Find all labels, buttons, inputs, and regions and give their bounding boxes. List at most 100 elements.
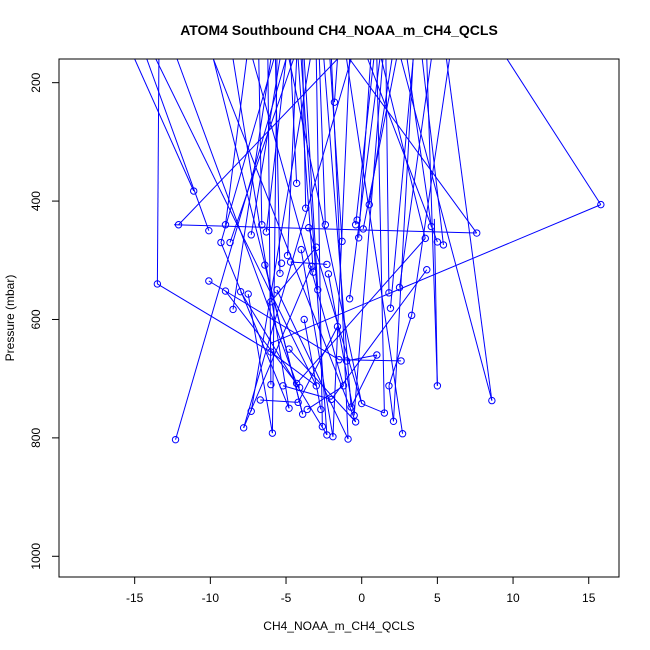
series-segment bbox=[297, 326, 338, 403]
data-point bbox=[286, 258, 295, 266]
data-point bbox=[407, 311, 416, 320]
x-tick-label: 10 bbox=[506, 591, 520, 605]
series-segment bbox=[274, 59, 281, 274]
series-segment bbox=[265, 59, 287, 232]
data-point bbox=[354, 234, 363, 242]
data-point bbox=[335, 356, 343, 364]
x-tick-label: -10 bbox=[202, 591, 220, 605]
data-point bbox=[358, 399, 366, 408]
data-point bbox=[153, 280, 162, 288]
data-point bbox=[217, 238, 225, 247]
series-segment bbox=[264, 264, 304, 415]
series-segment bbox=[220, 242, 290, 409]
data-point bbox=[294, 398, 302, 407]
data-point bbox=[267, 348, 275, 356]
series-segment bbox=[445, 59, 493, 401]
data-point bbox=[226, 238, 234, 247]
data-point bbox=[221, 287, 230, 295]
series-segment bbox=[267, 59, 272, 385]
data-point bbox=[386, 304, 395, 312]
series-segment bbox=[333, 59, 338, 103]
x-tick-label: -15 bbox=[126, 591, 144, 605]
series-segment bbox=[175, 59, 287, 440]
series-segment bbox=[288, 59, 363, 404]
data-point bbox=[309, 268, 317, 276]
data-point bbox=[273, 286, 281, 294]
series-segment bbox=[243, 266, 313, 429]
data-point bbox=[473, 229, 481, 237]
data-point bbox=[295, 383, 304, 392]
x-tick-label: 0 bbox=[358, 591, 365, 605]
series-segment bbox=[212, 59, 357, 423]
data-point bbox=[236, 287, 245, 296]
data-point bbox=[312, 382, 320, 390]
data-point bbox=[395, 283, 404, 292]
y-tick-label: 800 bbox=[29, 428, 43, 448]
series-segment bbox=[308, 227, 363, 404]
series-segment bbox=[399, 59, 432, 288]
series-segment bbox=[421, 59, 444, 245]
series-segment bbox=[232, 59, 290, 409]
series-segment bbox=[362, 59, 398, 230]
data-point bbox=[303, 405, 311, 414]
series-segment bbox=[155, 59, 317, 387]
data-point bbox=[327, 395, 336, 404]
data-point bbox=[329, 432, 337, 441]
series-segment bbox=[243, 59, 352, 428]
data-point bbox=[277, 259, 286, 267]
data-point bbox=[317, 405, 325, 414]
data-point bbox=[305, 224, 313, 232]
data-point bbox=[339, 382, 348, 390]
series-segment bbox=[388, 385, 394, 422]
data-point bbox=[347, 403, 355, 411]
series-segment bbox=[240, 291, 328, 436]
series-segment bbox=[323, 59, 352, 408]
data-point bbox=[324, 270, 333, 278]
data-point bbox=[359, 225, 367, 233]
data-point bbox=[267, 380, 275, 389]
data-point bbox=[353, 216, 361, 224]
series-segment bbox=[367, 59, 438, 243]
data-point bbox=[276, 269, 284, 278]
series-segment bbox=[276, 289, 349, 440]
series-segment bbox=[290, 261, 327, 265]
series-segment bbox=[270, 204, 602, 344]
data-point bbox=[279, 382, 287, 390]
data-point bbox=[338, 237, 346, 246]
series-segment bbox=[296, 238, 426, 384]
series-segment bbox=[346, 59, 404, 434]
data-point bbox=[421, 234, 429, 243]
series-segment bbox=[358, 59, 372, 238]
data-point bbox=[345, 295, 354, 303]
series-segment bbox=[287, 59, 298, 256]
series-segment bbox=[506, 59, 602, 205]
data-point bbox=[344, 435, 352, 443]
data-point bbox=[597, 200, 605, 209]
data-point bbox=[300, 315, 308, 324]
series-segment bbox=[258, 59, 263, 225]
data-point bbox=[433, 382, 442, 390]
data-point bbox=[321, 221, 330, 229]
data-point bbox=[318, 422, 327, 431]
data-point bbox=[229, 305, 237, 314]
data-point bbox=[221, 221, 230, 229]
data-point bbox=[351, 418, 360, 426]
x-tick-label: -5 bbox=[281, 591, 292, 605]
data-point bbox=[312, 243, 320, 251]
series-segment bbox=[250, 59, 311, 412]
plot-marks bbox=[134, 59, 605, 444]
data-point bbox=[380, 409, 389, 417]
series-segment bbox=[290, 59, 298, 184]
data-point bbox=[205, 277, 213, 285]
x-axis-label: CH4_NOAA_m_CH4_QCLS bbox=[263, 619, 414, 633]
data-point bbox=[385, 382, 393, 390]
chart-title: ATOM4 Southbound CH4_NOAA_m_CH4_QCLS bbox=[180, 22, 498, 38]
data-point bbox=[261, 261, 269, 269]
series-segment bbox=[349, 59, 478, 234]
series-segment bbox=[315, 59, 323, 427]
series-segment bbox=[433, 218, 438, 386]
data-point bbox=[292, 179, 301, 188]
series-segment bbox=[376, 59, 385, 414]
data-point bbox=[323, 260, 331, 269]
